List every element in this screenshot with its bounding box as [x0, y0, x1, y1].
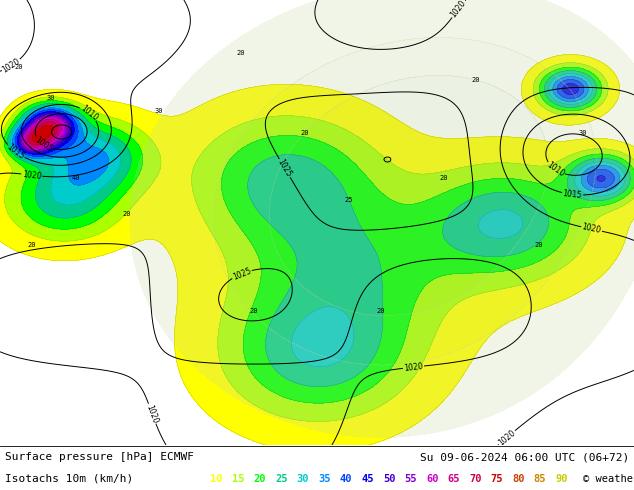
- Text: 1015: 1015: [562, 189, 583, 200]
- Text: 60: 60: [426, 474, 439, 484]
- Text: 1010: 1010: [545, 160, 566, 179]
- Text: Su 09-06-2024 06:00 UTC (06+72): Su 09-06-2024 06:00 UTC (06+72): [420, 452, 629, 462]
- Text: 65: 65: [448, 474, 460, 484]
- Text: 20: 20: [122, 211, 131, 217]
- Text: 35: 35: [318, 474, 331, 484]
- Text: 30: 30: [297, 474, 309, 484]
- Text: 15: 15: [232, 474, 245, 484]
- Text: 20: 20: [15, 64, 23, 70]
- Text: 85: 85: [534, 474, 547, 484]
- Text: 1005: 1005: [32, 135, 54, 154]
- Text: 10: 10: [210, 474, 223, 484]
- Text: 1020: 1020: [22, 170, 42, 181]
- Text: 25: 25: [275, 474, 288, 484]
- Text: 1025: 1025: [231, 266, 252, 281]
- Text: 30: 30: [579, 130, 588, 137]
- Text: 20: 20: [300, 130, 309, 137]
- Text: 20: 20: [27, 242, 36, 248]
- Text: 40: 40: [340, 474, 353, 484]
- Text: 50: 50: [383, 474, 396, 484]
- Text: 1020: 1020: [1, 56, 22, 74]
- Text: 1020: 1020: [581, 222, 602, 236]
- Text: 45: 45: [361, 474, 374, 484]
- Text: 20: 20: [376, 308, 385, 315]
- Text: 20: 20: [236, 50, 245, 56]
- Text: 1015: 1015: [5, 143, 26, 161]
- Text: © weatheronline.co.uk weatheronline.co.uk: © weatheronline.co.uk weatheronline.co.u…: [583, 474, 634, 484]
- Text: 1020: 1020: [496, 428, 517, 447]
- Text: 1020: 1020: [145, 403, 160, 424]
- Text: 25: 25: [344, 197, 353, 203]
- Text: 55: 55: [404, 474, 417, 484]
- Text: 40: 40: [72, 175, 81, 181]
- Text: 1020: 1020: [449, 0, 468, 19]
- Text: Surface pressure [hPa] ECMWF: Surface pressure [hPa] ECMWF: [5, 452, 194, 462]
- Text: 20: 20: [254, 474, 266, 484]
- Text: 20: 20: [249, 308, 258, 315]
- Text: 70: 70: [469, 474, 482, 484]
- Text: 20: 20: [471, 77, 480, 83]
- Text: 30: 30: [154, 108, 163, 114]
- Text: Isotachs 10m (km/h): Isotachs 10m (km/h): [5, 474, 133, 484]
- Text: 1020: 1020: [403, 362, 424, 373]
- Text: 20: 20: [439, 175, 448, 181]
- Text: 75: 75: [491, 474, 503, 484]
- Text: 80: 80: [512, 474, 525, 484]
- Text: 20: 20: [534, 242, 543, 248]
- Text: 90: 90: [555, 474, 568, 484]
- Text: 1010: 1010: [79, 103, 99, 122]
- Text: 30: 30: [46, 95, 55, 101]
- Text: 1025: 1025: [276, 158, 294, 179]
